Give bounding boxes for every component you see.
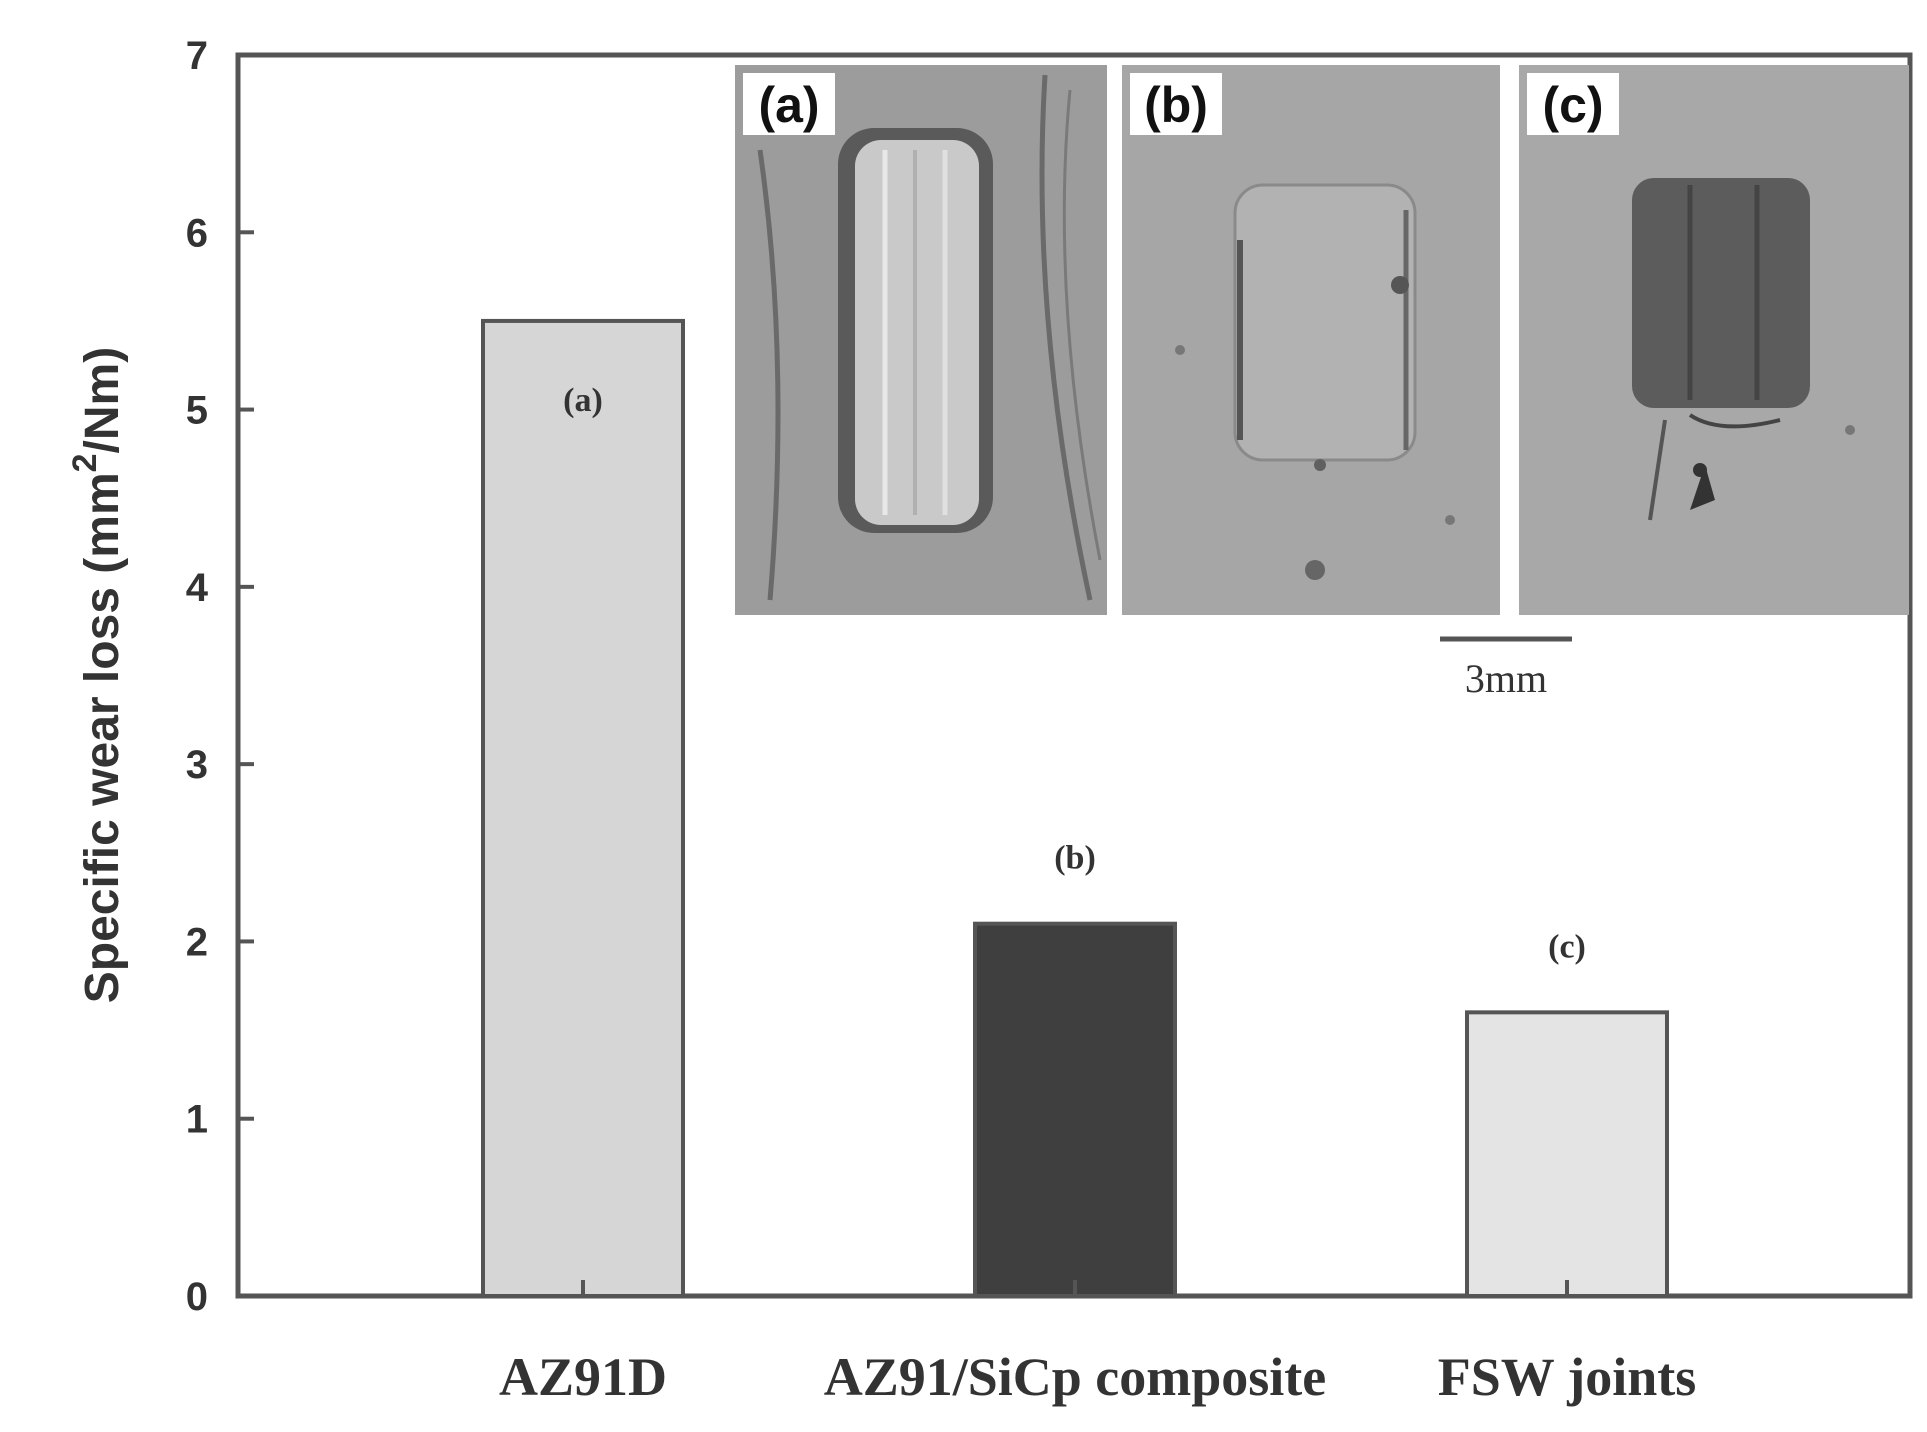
- bars: (a) (b) (c): [481, 318, 1669, 1298]
- inset-photos: [735, 62, 1909, 618]
- bar-label: (c): [1548, 928, 1586, 965]
- y-tick-label: 2: [186, 920, 208, 964]
- y-tick-label: 6: [186, 211, 208, 255]
- x-axis-categories: AZ91D AZ91/SiCp composite FSW joints: [499, 1347, 1696, 1407]
- x-category-label: FSW joints: [1438, 1347, 1697, 1407]
- bar: [973, 921, 1177, 1298]
- y-tick-label: 7: [186, 34, 208, 78]
- y-tick-label: 1: [186, 1098, 208, 1142]
- x-category-label: AZ91D: [499, 1347, 667, 1407]
- y-tick-label: 0: [186, 1275, 208, 1319]
- y-tick-label: 3: [186, 743, 208, 787]
- y-tick-label: 5: [186, 389, 208, 433]
- y-axis-ticks: 0 1 2 3 4 5 6 7: [186, 34, 254, 1319]
- wear-track-photo-b: [1122, 65, 1500, 615]
- wear-track-photo-c: [1519, 65, 1909, 615]
- inset-label-b: (b): [1144, 77, 1208, 133]
- x-category-label: AZ91/SiCp composite: [824, 1347, 1327, 1407]
- bar: [481, 318, 685, 1298]
- inset-label-a: (a): [758, 77, 819, 133]
- y-axis-label: Specific wear loss (mm2/Nm): [66, 347, 129, 1003]
- wear-track-photo-a: [735, 65, 1107, 615]
- inset-label-c: (c): [1542, 77, 1603, 133]
- bar-label: (b): [1054, 840, 1096, 877]
- y-tick-label: 4: [186, 566, 209, 610]
- bar-label: (a): [563, 382, 603, 419]
- scale-bar-label: 3mm: [1465, 656, 1547, 701]
- bar: [1465, 1010, 1669, 1298]
